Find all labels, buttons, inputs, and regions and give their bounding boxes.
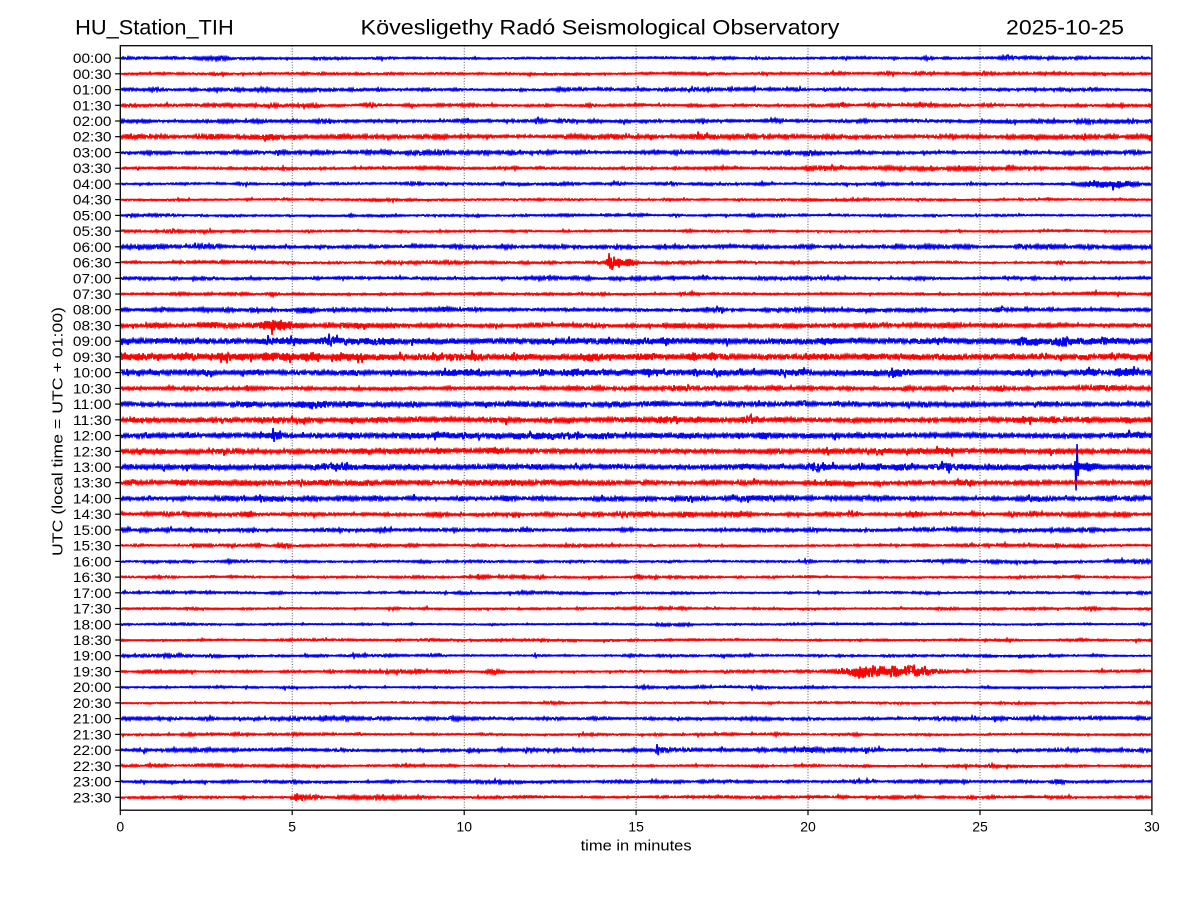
svg-text:08:30: 08:30 xyxy=(73,318,112,334)
svg-text:10: 10 xyxy=(456,818,472,834)
svg-text:22:30: 22:30 xyxy=(73,758,112,774)
svg-text:30: 30 xyxy=(1144,818,1160,834)
svg-text:15:30: 15:30 xyxy=(73,538,112,554)
svg-text:14:30: 14:30 xyxy=(73,506,112,522)
svg-text:19:30: 19:30 xyxy=(73,664,112,680)
svg-text:21:00: 21:00 xyxy=(73,711,112,727)
svg-text:18:00: 18:00 xyxy=(73,616,112,632)
svg-text:time in minutes: time in minutes xyxy=(581,839,692,855)
svg-text:25: 25 xyxy=(972,818,988,834)
svg-text:05:00: 05:00 xyxy=(73,207,112,223)
svg-text:07:30: 07:30 xyxy=(73,286,112,302)
svg-text:00:00: 00:00 xyxy=(73,50,112,66)
svg-text:05:30: 05:30 xyxy=(73,223,112,239)
svg-text:09:30: 09:30 xyxy=(73,349,112,365)
svg-text:0: 0 xyxy=(116,818,124,834)
svg-text:01:30: 01:30 xyxy=(73,97,112,113)
svg-text:16:30: 16:30 xyxy=(73,569,112,585)
svg-text:10:30: 10:30 xyxy=(73,380,112,396)
svg-text:15:00: 15:00 xyxy=(73,522,112,538)
svg-text:20: 20 xyxy=(800,818,816,834)
svg-text:14:00: 14:00 xyxy=(73,491,112,507)
svg-text:01:00: 01:00 xyxy=(73,82,112,98)
svg-text:09:00: 09:00 xyxy=(73,333,112,349)
svg-text:10:00: 10:00 xyxy=(73,365,112,381)
svg-text:23:30: 23:30 xyxy=(73,789,112,805)
svg-text:20:30: 20:30 xyxy=(73,695,112,711)
svg-text:07:00: 07:00 xyxy=(73,270,112,286)
svg-text:18:30: 18:30 xyxy=(73,632,112,648)
svg-text:13:30: 13:30 xyxy=(73,475,112,491)
svg-text:20:00: 20:00 xyxy=(73,679,112,695)
svg-text:03:00: 03:00 xyxy=(73,145,112,161)
svg-text:17:30: 17:30 xyxy=(73,601,112,617)
svg-text:06:00: 06:00 xyxy=(73,239,112,255)
svg-text:06:30: 06:30 xyxy=(73,255,112,271)
svg-text:03:30: 03:30 xyxy=(73,160,112,176)
svg-text:HU_Station_TIH: HU_Station_TIH xyxy=(75,16,234,39)
svg-text:22:00: 22:00 xyxy=(73,742,112,758)
svg-text:13:00: 13:00 xyxy=(73,459,112,475)
svg-text:12:00: 12:00 xyxy=(73,428,112,444)
svg-text:2025-10-25: 2025-10-25 xyxy=(1006,16,1124,39)
svg-text:5: 5 xyxy=(288,818,296,834)
svg-text:11:00: 11:00 xyxy=(73,396,112,412)
svg-text:19:00: 19:00 xyxy=(73,648,112,664)
svg-text:23:00: 23:00 xyxy=(73,774,112,790)
svg-text:UTC (local time = UTC + 01:00): UTC (local time = UTC + 01:00) xyxy=(51,307,67,556)
svg-text:02:00: 02:00 xyxy=(73,113,112,129)
svg-text:00:30: 00:30 xyxy=(73,66,112,82)
svg-text:21:30: 21:30 xyxy=(73,726,112,742)
svg-text:16:00: 16:00 xyxy=(73,553,112,569)
svg-text:02:30: 02:30 xyxy=(73,129,112,145)
svg-text:12:30: 12:30 xyxy=(73,443,112,459)
svg-text:04:30: 04:30 xyxy=(73,192,112,208)
svg-text:08:00: 08:00 xyxy=(73,302,112,318)
svg-text:04:00: 04:00 xyxy=(73,176,112,192)
svg-text:17:00: 17:00 xyxy=(73,585,112,601)
svg-text:15: 15 xyxy=(628,818,644,834)
svg-text:11:30: 11:30 xyxy=(73,412,112,428)
svg-text:Kövesligethy Radó Seismologica: Kövesligethy Radó Seismological Observat… xyxy=(361,16,841,39)
